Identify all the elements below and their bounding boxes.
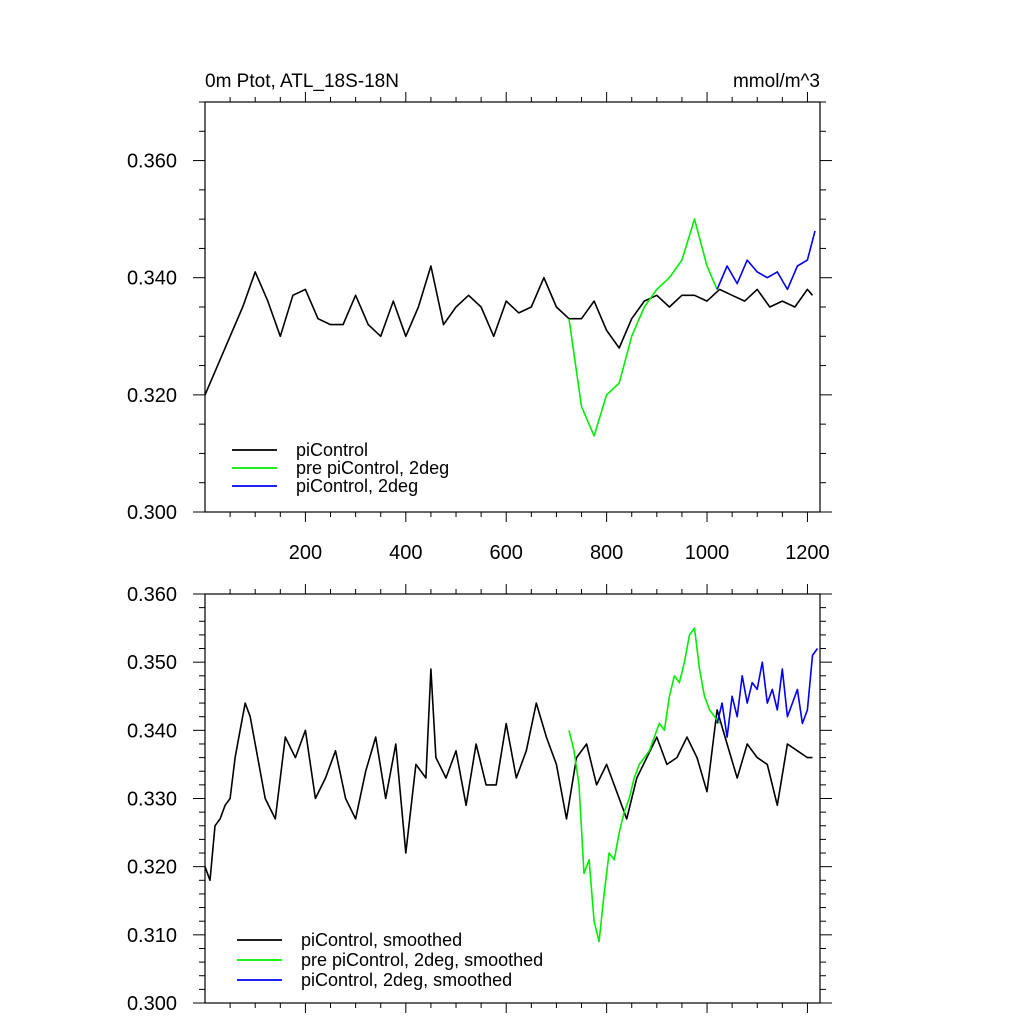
legend-label-3: piControl, 2deg, smoothed <box>301 970 512 990</box>
chart-title: 0m Ptot, ATL_18S-18N <box>205 71 399 92</box>
y-tick-label: 0.340 <box>127 268 177 290</box>
x-tick-label: 1000 <box>685 542 730 564</box>
x-tick-label: 400 <box>389 542 422 564</box>
y-tick-label: 0.320 <box>127 857 177 879</box>
series-line-3 <box>716 648 819 738</box>
y-tick-label: 0.310 <box>127 925 177 947</box>
units-label: mmol/m^3 <box>733 71 820 92</box>
series-line-1 <box>205 265 814 396</box>
x-tick-label: 1200 <box>785 542 830 564</box>
y-tick-label: 0.360 <box>127 584 177 606</box>
series-line-3 <box>716 230 816 291</box>
y-tick-label: 0.340 <box>127 720 177 742</box>
y-tick-label: 0.330 <box>127 789 177 811</box>
legend-label-3: piControl, 2deg <box>296 476 418 496</box>
legend-label-2: pre piControl, 2deg, smoothed <box>301 950 543 970</box>
plot-frame <box>204 593 821 1004</box>
y-tick-label: 0.360 <box>127 151 177 173</box>
series-line-1 <box>205 668 813 882</box>
x-tick-label: 600 <box>490 542 523 564</box>
legend-label-1: piControl <box>296 440 368 460</box>
series-line-2 <box>568 627 721 943</box>
y-tick-label: 0.320 <box>127 385 177 407</box>
bottom-panel: 0.300 0.310 0.320 0.330 0.340 0.350 0.360 piCon… <box>127 584 832 1015</box>
x-tick-label: 200 <box>289 542 322 564</box>
top-panel: 200 400 600 800 1000 1200 0.300 0.320 0.340 0.360… <box>127 92 832 564</box>
legend-label-2: pre piControl, 2deg <box>296 458 449 478</box>
y-tick-label: 0.300 <box>127 993 177 1015</box>
x-tick-label: 800 <box>590 542 623 564</box>
y-tick-label: 0.300 <box>127 502 177 524</box>
y-tick-label: 0.350 <box>127 652 177 674</box>
legend-label-1: piControl, smoothed <box>301 930 462 950</box>
series-line-2 <box>568 218 718 437</box>
